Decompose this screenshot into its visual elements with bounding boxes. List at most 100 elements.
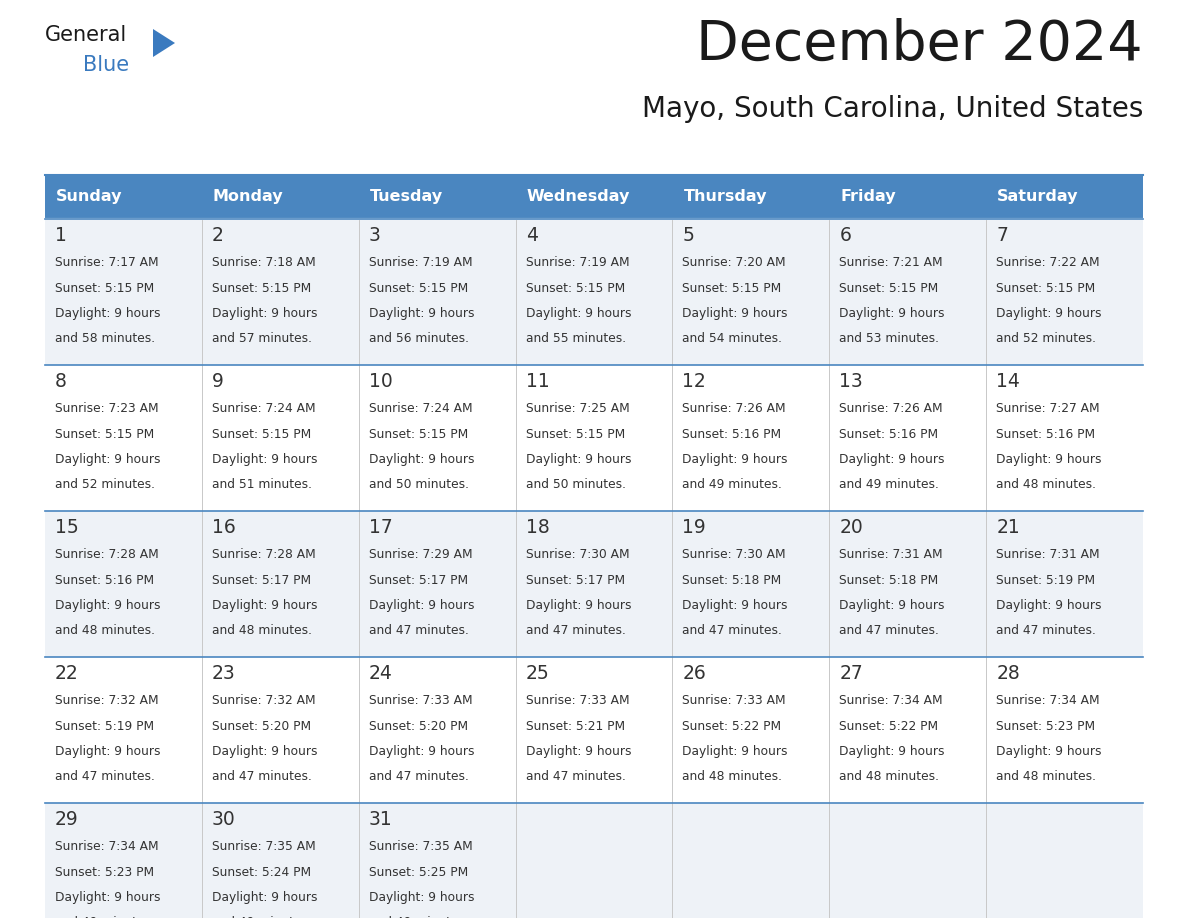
- Text: and 49 minutes.: and 49 minutes.: [839, 478, 940, 491]
- Text: Daylight: 9 hours: Daylight: 9 hours: [997, 453, 1101, 466]
- Text: Daylight: 9 hours: Daylight: 9 hours: [682, 307, 788, 320]
- Text: Sunrise: 7:30 AM: Sunrise: 7:30 AM: [525, 548, 630, 561]
- Text: Daylight: 9 hours: Daylight: 9 hours: [682, 453, 788, 466]
- Text: 2: 2: [211, 226, 223, 245]
- Bar: [986, 175, 1143, 219]
- Text: Daylight: 9 hours: Daylight: 9 hours: [839, 453, 944, 466]
- Text: Sunset: 5:17 PM: Sunset: 5:17 PM: [211, 574, 311, 587]
- Bar: [986, 365, 1143, 511]
- Bar: [829, 175, 986, 219]
- Text: and 47 minutes.: and 47 minutes.: [525, 624, 625, 637]
- Text: Thursday: Thursday: [683, 189, 767, 205]
- Text: and 52 minutes.: and 52 minutes.: [55, 478, 154, 491]
- Text: and 49 minutes.: and 49 minutes.: [682, 478, 783, 491]
- Text: Sunrise: 7:34 AM: Sunrise: 7:34 AM: [997, 694, 1100, 707]
- Text: Sunset: 5:19 PM: Sunset: 5:19 PM: [997, 574, 1095, 587]
- Bar: [202, 175, 359, 219]
- Text: Sunset: 5:15 PM: Sunset: 5:15 PM: [55, 282, 154, 295]
- Text: and 47 minutes.: and 47 minutes.: [682, 624, 783, 637]
- Text: Daylight: 9 hours: Daylight: 9 hours: [211, 307, 317, 320]
- Text: and 58 minutes.: and 58 minutes.: [55, 332, 156, 345]
- Text: Sunset: 5:16 PM: Sunset: 5:16 PM: [839, 428, 939, 441]
- Text: 29: 29: [55, 810, 78, 829]
- Text: Sunset: 5:15 PM: Sunset: 5:15 PM: [211, 428, 311, 441]
- Bar: [202, 803, 359, 918]
- Text: 21: 21: [997, 518, 1019, 537]
- Text: and 48 minutes.: and 48 minutes.: [997, 478, 1097, 491]
- Text: 13: 13: [839, 372, 862, 391]
- Bar: [986, 219, 1143, 365]
- Text: Daylight: 9 hours: Daylight: 9 hours: [368, 307, 474, 320]
- Text: 26: 26: [682, 664, 706, 683]
- Text: and 47 minutes.: and 47 minutes.: [525, 770, 625, 783]
- Bar: [829, 219, 986, 365]
- Text: Sunset: 5:15 PM: Sunset: 5:15 PM: [682, 282, 782, 295]
- Text: Daylight: 9 hours: Daylight: 9 hours: [211, 599, 317, 612]
- Bar: [202, 219, 359, 365]
- Text: Sunset: 5:16 PM: Sunset: 5:16 PM: [682, 428, 782, 441]
- Text: Monday: Monday: [213, 189, 284, 205]
- Text: Daylight: 9 hours: Daylight: 9 hours: [55, 745, 160, 758]
- Text: Blue: Blue: [83, 55, 129, 75]
- Text: Daylight: 9 hours: Daylight: 9 hours: [55, 453, 160, 466]
- Text: 28: 28: [997, 664, 1019, 683]
- Text: and 52 minutes.: and 52 minutes.: [997, 332, 1097, 345]
- Text: Sunrise: 7:19 AM: Sunrise: 7:19 AM: [525, 256, 630, 269]
- Text: Sunrise: 7:23 AM: Sunrise: 7:23 AM: [55, 402, 159, 415]
- Text: Sunset: 5:24 PM: Sunset: 5:24 PM: [211, 866, 311, 879]
- Bar: [359, 219, 516, 365]
- Text: 20: 20: [839, 518, 862, 537]
- Text: Sunrise: 7:28 AM: Sunrise: 7:28 AM: [211, 548, 316, 561]
- Text: Sunset: 5:15 PM: Sunset: 5:15 PM: [525, 282, 625, 295]
- Text: Sunset: 5:22 PM: Sunset: 5:22 PM: [682, 720, 782, 733]
- Text: Daylight: 9 hours: Daylight: 9 hours: [368, 599, 474, 612]
- Text: 1: 1: [55, 226, 67, 245]
- Text: 7: 7: [997, 226, 1007, 245]
- Bar: [516, 511, 672, 657]
- Text: and 50 minutes.: and 50 minutes.: [368, 478, 469, 491]
- Text: Sunrise: 7:18 AM: Sunrise: 7:18 AM: [211, 256, 316, 269]
- Text: and 48 minutes.: and 48 minutes.: [997, 770, 1097, 783]
- Text: Daylight: 9 hours: Daylight: 9 hours: [682, 599, 788, 612]
- Text: 9: 9: [211, 372, 223, 391]
- Text: 23: 23: [211, 664, 235, 683]
- Text: and 51 minutes.: and 51 minutes.: [211, 478, 312, 491]
- Text: Sunrise: 7:26 AM: Sunrise: 7:26 AM: [682, 402, 786, 415]
- Text: Sunset: 5:21 PM: Sunset: 5:21 PM: [525, 720, 625, 733]
- Text: Sunrise: 7:33 AM: Sunrise: 7:33 AM: [682, 694, 786, 707]
- Text: Sunrise: 7:20 AM: Sunrise: 7:20 AM: [682, 256, 786, 269]
- Bar: [829, 657, 986, 803]
- Text: Daylight: 9 hours: Daylight: 9 hours: [525, 307, 631, 320]
- Bar: [359, 365, 516, 511]
- Polygon shape: [153, 29, 175, 57]
- Text: Mayo, South Carolina, United States: Mayo, South Carolina, United States: [642, 95, 1143, 123]
- Text: and 57 minutes.: and 57 minutes.: [211, 332, 312, 345]
- Text: and 48 minutes.: and 48 minutes.: [682, 770, 783, 783]
- Bar: [986, 657, 1143, 803]
- Text: Sunday: Sunday: [56, 189, 122, 205]
- Text: and 47 minutes.: and 47 minutes.: [211, 770, 311, 783]
- Text: Daylight: 9 hours: Daylight: 9 hours: [839, 745, 944, 758]
- Text: Sunrise: 7:17 AM: Sunrise: 7:17 AM: [55, 256, 159, 269]
- Text: Sunset: 5:23 PM: Sunset: 5:23 PM: [997, 720, 1095, 733]
- Bar: [672, 657, 829, 803]
- Text: Sunset: 5:17 PM: Sunset: 5:17 PM: [525, 574, 625, 587]
- Text: Daylight: 9 hours: Daylight: 9 hours: [55, 891, 160, 904]
- Text: 24: 24: [368, 664, 392, 683]
- Text: Daylight: 9 hours: Daylight: 9 hours: [368, 453, 474, 466]
- Text: 30: 30: [211, 810, 235, 829]
- Text: and 55 minutes.: and 55 minutes.: [525, 332, 626, 345]
- Bar: [45, 803, 202, 918]
- Text: Daylight: 9 hours: Daylight: 9 hours: [997, 307, 1101, 320]
- Text: Daylight: 9 hours: Daylight: 9 hours: [525, 599, 631, 612]
- Text: Sunrise: 7:25 AM: Sunrise: 7:25 AM: [525, 402, 630, 415]
- Text: Daylight: 9 hours: Daylight: 9 hours: [682, 745, 788, 758]
- Text: Sunset: 5:15 PM: Sunset: 5:15 PM: [368, 428, 468, 441]
- Text: 15: 15: [55, 518, 78, 537]
- Text: Sunrise: 7:34 AM: Sunrise: 7:34 AM: [839, 694, 943, 707]
- Text: and 48 minutes.: and 48 minutes.: [55, 624, 154, 637]
- Text: Sunset: 5:19 PM: Sunset: 5:19 PM: [55, 720, 154, 733]
- Bar: [829, 511, 986, 657]
- Text: Sunrise: 7:22 AM: Sunrise: 7:22 AM: [997, 256, 1100, 269]
- Text: Sunrise: 7:28 AM: Sunrise: 7:28 AM: [55, 548, 159, 561]
